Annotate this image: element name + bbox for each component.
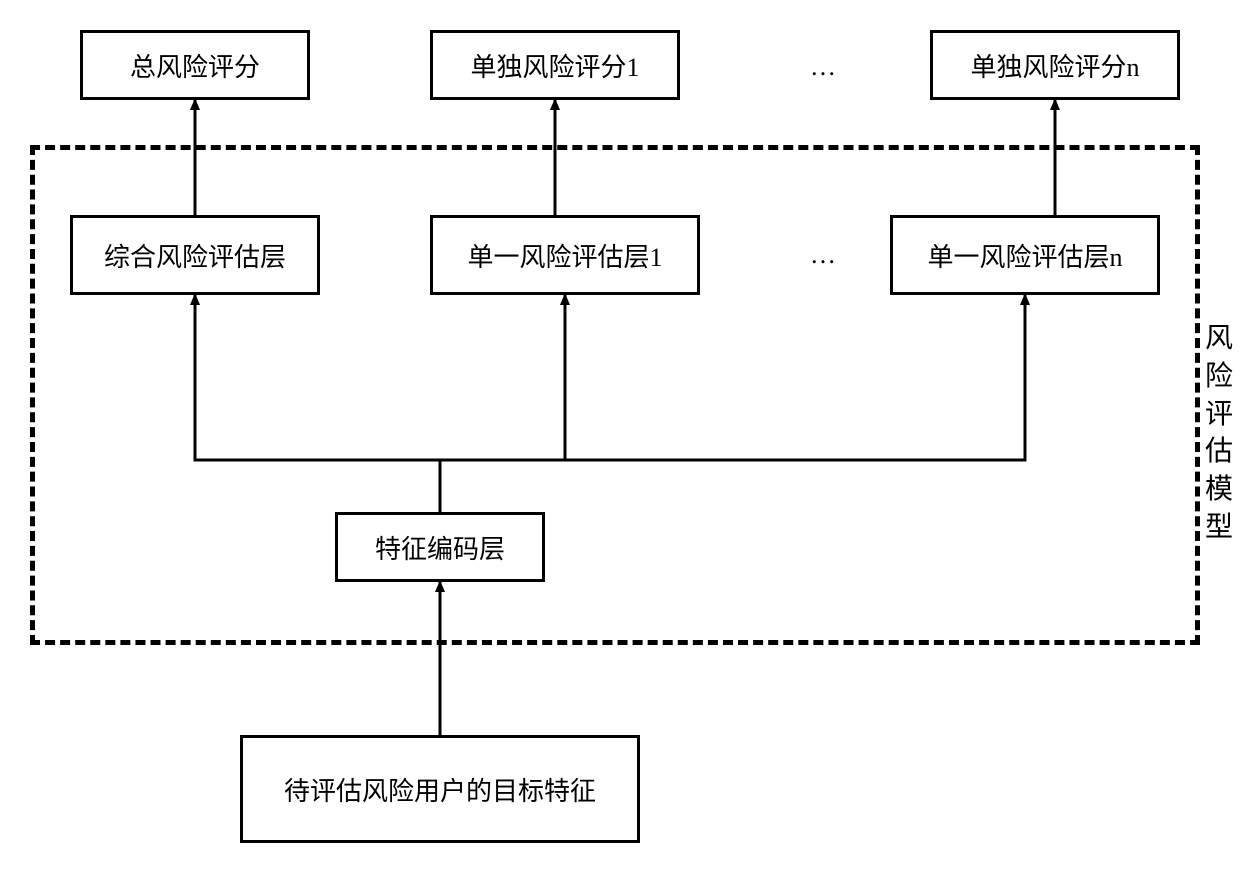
- model-label-char: 评: [1205, 396, 1233, 434]
- box-label: 特征编码层: [375, 529, 505, 566]
- diagram-canvas: 风 险 评 估 模 型 总风险评分 单独风险评分1 单独风险评分n … 综合风险…: [0, 0, 1240, 878]
- composite-risk-layer: 综合风险评估层: [70, 215, 320, 295]
- box-label: 单独风险评分n: [970, 47, 1139, 84]
- box-label: 单一风险评估层1: [467, 237, 662, 274]
- box-label: 单独风险评分1: [470, 47, 639, 84]
- output-total-score: 总风险评分: [80, 30, 310, 100]
- model-label-char: 估: [1205, 433, 1233, 471]
- output-single-score-1: 单独风险评分1: [430, 30, 680, 100]
- box-label: 总风险评分: [130, 47, 260, 84]
- input-target-features: 待评估风险用户的目标特征: [240, 735, 640, 843]
- model-label-char: 模: [1205, 471, 1233, 509]
- ellipsis-mid: …: [810, 240, 838, 270]
- box-label: 待评估风险用户的目标特征: [284, 771, 596, 808]
- model-label-char: 风: [1205, 320, 1233, 358]
- model-label-char: 型: [1205, 509, 1233, 547]
- feature-encoder-layer: 特征编码层: [335, 512, 545, 582]
- single-risk-layer-1: 单一风险评估层1: [430, 215, 700, 295]
- box-label: 综合风险评估层: [104, 237, 286, 274]
- model-label: 风 险 评 估 模 型: [1205, 320, 1233, 547]
- model-label-char: 险: [1205, 358, 1233, 396]
- ellipsis-top: …: [810, 52, 838, 82]
- box-label: 单一风险评估层n: [927, 237, 1122, 274]
- single-risk-layer-n: 单一风险评估层n: [890, 215, 1160, 295]
- output-single-score-n: 单独风险评分n: [930, 30, 1180, 100]
